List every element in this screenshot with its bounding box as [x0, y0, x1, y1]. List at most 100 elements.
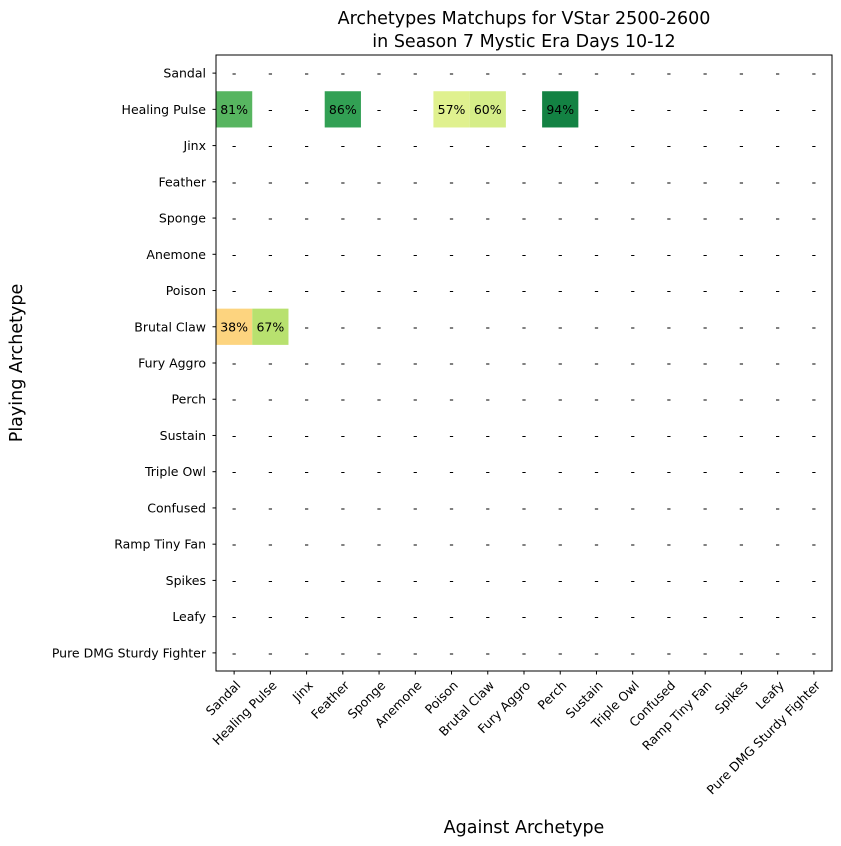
- y-tick-label-confused: Confused: [147, 500, 206, 515]
- cell-empty-label: -: [304, 247, 309, 262]
- cell-empty-label: -: [775, 138, 780, 153]
- cell-empty-label: -: [522, 102, 527, 117]
- cell-empty-label: -: [413, 174, 418, 189]
- heatmap-cell: [252, 308, 289, 345]
- cell-empty-label: -: [775, 211, 780, 226]
- x-tick-label-spikes: Spikes: [712, 678, 751, 717]
- cell-empty-label: -: [232, 609, 237, 624]
- cell-empty-label: -: [232, 464, 237, 479]
- cell-empty-label: -: [449, 247, 454, 262]
- cell-empty-label: -: [775, 573, 780, 588]
- cell-empty-label: -: [486, 66, 491, 81]
- cell-empty-label: -: [558, 247, 563, 262]
- cell-empty-label: -: [739, 392, 744, 407]
- cell-empty-label: -: [413, 247, 418, 262]
- cell-empty-label: -: [739, 319, 744, 334]
- cell-empty-label: -: [377, 356, 382, 371]
- cell-empty-label: -: [594, 537, 599, 552]
- cell-empty-label: -: [377, 211, 382, 226]
- cell-empty-label: -: [775, 247, 780, 262]
- cell-empty-label: -: [304, 356, 309, 371]
- cell-empty-label: -: [268, 537, 273, 552]
- cell-empty-label: -: [304, 573, 309, 588]
- cell-empty-label: -: [449, 174, 454, 189]
- cell-empty-label: -: [558, 609, 563, 624]
- y-tick-label-feather: Feather: [158, 174, 206, 189]
- cell-empty-label: -: [703, 138, 708, 153]
- cell-empty-label: -: [413, 138, 418, 153]
- cell-empty-label: -: [522, 356, 527, 371]
- cell-empty-label: -: [377, 464, 382, 479]
- x-axis-label: Against Archetype: [444, 818, 605, 838]
- cell-empty-label: -: [449, 464, 454, 479]
- cell-empty-label: -: [558, 211, 563, 226]
- cell-empty-label: -: [703, 645, 708, 660]
- cell-empty-label: -: [232, 500, 237, 515]
- cell-empty-label: -: [522, 174, 527, 189]
- cell-empty-label: -: [449, 66, 454, 81]
- cell-empty-label: -: [812, 247, 817, 262]
- cell-empty-label: -: [812, 283, 817, 298]
- cell-empty-label: -: [667, 537, 672, 552]
- cell-empty-label: -: [739, 609, 744, 624]
- cell-empty-label: -: [413, 573, 418, 588]
- cell-empty-label: -: [341, 392, 346, 407]
- cell-empty-label: -: [812, 428, 817, 443]
- cell-empty-label: -: [522, 392, 527, 407]
- cell-empty-label: -: [667, 392, 672, 407]
- cell-empty-label: -: [630, 356, 635, 371]
- y-tick-label-sponge: Sponge: [159, 211, 206, 226]
- cell-empty-label: -: [703, 247, 708, 262]
- cell-empty-label: -: [667, 609, 672, 624]
- cell-empty-label: -: [304, 609, 309, 624]
- cell-empty-label: -: [377, 247, 382, 262]
- cell-empty-label: -: [304, 537, 309, 552]
- cell-empty-label: -: [341, 66, 346, 81]
- cell-empty-label: -: [486, 211, 491, 226]
- cell-empty-label: -: [304, 283, 309, 298]
- cell-empty-label: -: [558, 500, 563, 515]
- cell-empty-label: -: [667, 247, 672, 262]
- cell-empty-label: -: [232, 392, 237, 407]
- cell-empty-label: -: [739, 356, 744, 371]
- cell-empty-label: -: [522, 319, 527, 334]
- cell-value-label: 81%: [220, 102, 248, 117]
- cell-empty-label: -: [775, 174, 780, 189]
- cell-value-label: 94%: [546, 102, 574, 117]
- heatmap-cell: [469, 91, 506, 128]
- cell-empty-label: -: [341, 211, 346, 226]
- cell-empty-label: -: [558, 66, 563, 81]
- cell-empty-label: -: [486, 174, 491, 189]
- cell-empty-label: -: [594, 174, 599, 189]
- cell-empty-label: -: [377, 645, 382, 660]
- cell-empty-label: -: [522, 500, 527, 515]
- cell-empty-label: -: [268, 392, 273, 407]
- cell-empty-label: -: [268, 247, 273, 262]
- y-tick-label-poison: Poison: [166, 283, 206, 298]
- cell-empty-label: -: [558, 138, 563, 153]
- cell-empty-label: -: [594, 645, 599, 660]
- cell-empty-label: -: [486, 138, 491, 153]
- cell-empty-label: -: [486, 537, 491, 552]
- cell-empty-label: -: [268, 283, 273, 298]
- cell-empty-label: -: [268, 428, 273, 443]
- cell-empty-label: -: [522, 609, 527, 624]
- cell-empty-label: -: [522, 428, 527, 443]
- cell-empty-label: -: [341, 319, 346, 334]
- cell-empty-label: -: [775, 645, 780, 660]
- y-tick-label-perch: Perch: [172, 392, 206, 407]
- cell-empty-label: -: [812, 464, 817, 479]
- cell-empty-label: -: [630, 319, 635, 334]
- cell-empty-label: -: [739, 500, 744, 515]
- cell-empty-label: -: [594, 573, 599, 588]
- cell-empty-label: -: [667, 573, 672, 588]
- cell-empty-label: -: [413, 66, 418, 81]
- cell-empty-label: -: [486, 573, 491, 588]
- cell-empty-label: -: [775, 537, 780, 552]
- cell-empty-label: -: [341, 573, 346, 588]
- x-tick-label-feather: Feather: [308, 677, 353, 722]
- chart-title-line-1: Archetypes Matchups for VStar 2500-2600: [338, 9, 711, 29]
- cell-empty-label: -: [739, 283, 744, 298]
- cell-empty-label: -: [594, 319, 599, 334]
- cell-empty-label: -: [341, 356, 346, 371]
